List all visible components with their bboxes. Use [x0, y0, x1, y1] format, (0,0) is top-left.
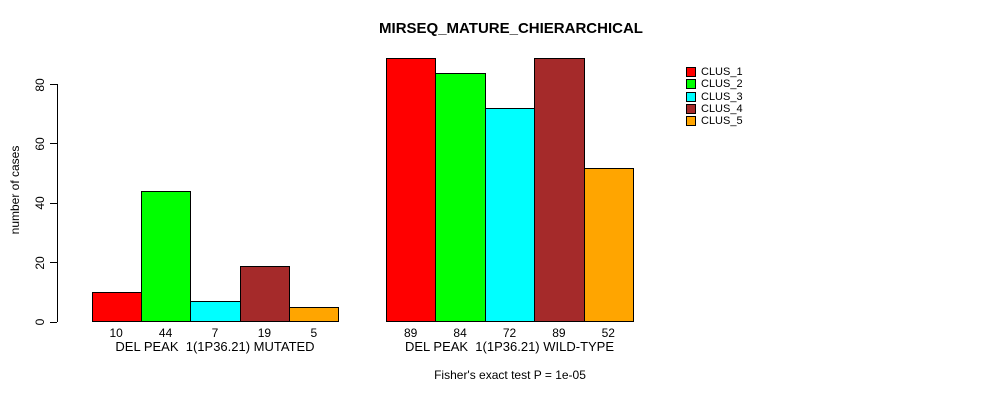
y-tick-label: 60 — [33, 137, 47, 151]
y-tick-label: 20 — [33, 255, 47, 270]
bar-value-label: 44 — [158, 326, 173, 340]
bar-value-label: 5 — [310, 326, 318, 340]
category-label: DEL PEAK 1(1P36.21) MUTATED — [115, 339, 315, 354]
chart-title: MIRSEQ_MATURE_CHIERARCHICAL — [379, 20, 643, 37]
bar — [239, 265, 291, 322]
y-tick-label: 40 — [33, 196, 47, 210]
legend-swatch — [686, 116, 696, 127]
legend-label: CLUS_1 — [701, 66, 743, 78]
bar — [91, 292, 142, 322]
y-tick — [50, 321, 57, 323]
bar-value-label: 84 — [453, 326, 467, 340]
bar — [583, 167, 634, 322]
bar — [386, 57, 437, 322]
legend-swatch — [686, 91, 696, 102]
y-tick — [50, 84, 57, 85]
y-tick-label: 80 — [33, 77, 47, 92]
y-axis-label: number of cases — [8, 145, 22, 235]
bar — [140, 191, 192, 322]
bar-value-label: 7 — [211, 326, 219, 340]
bar — [289, 307, 340, 322]
bar-value-label: 52 — [601, 326, 615, 340]
annotation-text: Fisher's exact test P = 1e-05 — [434, 368, 586, 382]
bar-value-label: 19 — [257, 326, 272, 340]
category-label: DEL PEAK 1(1P36.21) WILD-TYPE — [404, 339, 615, 354]
bar — [190, 301, 241, 322]
legend-label: CLUS_4 — [701, 103, 743, 116]
y-tick — [50, 143, 57, 145]
bar-value-label: 10 — [109, 326, 123, 340]
y-axis — [57, 84, 58, 322]
legend-swatch — [686, 67, 696, 77]
bar-value-label: 89 — [404, 326, 418, 340]
legend-label: CLUS_2 — [701, 78, 743, 91]
bar — [484, 108, 536, 322]
bar-value-label: 72 — [502, 326, 517, 340]
y-tick — [50, 262, 57, 264]
bar — [435, 72, 486, 322]
y-tick-label: 0 — [33, 318, 47, 326]
y-tick — [50, 202, 57, 204]
legend-label: CLUS_3 — [701, 90, 743, 103]
bar-value-label: 89 — [552, 326, 566, 340]
legend-swatch — [686, 79, 696, 90]
bar — [534, 57, 585, 322]
legend-swatch — [686, 104, 696, 115]
legend-label: CLUS_5 — [701, 115, 743, 128]
